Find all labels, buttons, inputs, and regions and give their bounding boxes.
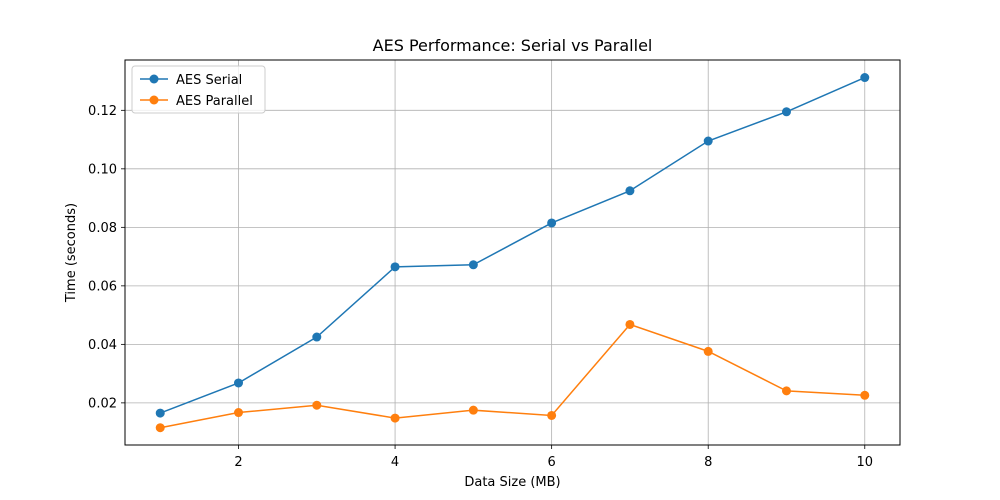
x-axis-label: Data Size (MB) — [464, 475, 560, 490]
plot-frame — [124, 59, 901, 446]
x-tick-label: 10 — [856, 455, 873, 470]
data-point-aes-serial — [390, 262, 400, 272]
y-tick-label: 0.12 — [88, 104, 117, 119]
data-point-aes-parallel — [234, 408, 244, 418]
data-point-aes-parallel — [860, 390, 870, 400]
data-point-aes-serial — [312, 332, 322, 342]
y-tick-label: 0.10 — [88, 162, 117, 177]
y-axis-label: Time (seconds) — [64, 203, 79, 303]
legend-box — [131, 65, 266, 114]
legend-marker-parallel — [149, 95, 159, 105]
chart-title: AES Performance: Serial vs Parallel — [373, 36, 653, 55]
y-tick-label: 0.06 — [88, 279, 117, 294]
x-tick-label: 8 — [704, 455, 712, 470]
data-point-aes-parallel — [781, 386, 791, 396]
data-point-aes-serial — [234, 378, 244, 388]
series-line-aes-parallel — [160, 323, 865, 429]
y-tick-label: 0.02 — [88, 396, 117, 411]
data-point-aes-parallel — [390, 413, 400, 423]
series-layer — [155, 73, 870, 433]
legend: AES Serial AES Parallel — [131, 65, 266, 114]
data-point-aes-serial — [547, 218, 557, 228]
axis-ticks: 2 4 6 8 10 0.02 0.04 0.06 0.08 0.10 0.12 — [88, 104, 873, 470]
data-point-aes-parallel — [468, 405, 478, 415]
series-line-aes-serial — [159, 76, 866, 414]
data-point-aes-parallel — [155, 423, 165, 433]
x-tick-label: 6 — [548, 455, 556, 470]
grid-lines — [125, 60, 900, 445]
data-point-aes-serial — [155, 408, 165, 418]
data-point-aes-parallel — [547, 410, 557, 420]
legend-label-serial: AES Serial — [176, 73, 242, 88]
data-point-aes-parallel — [703, 346, 713, 356]
legend-marker-serial — [149, 74, 159, 84]
data-point-aes-serial — [860, 73, 870, 83]
data-point-aes-parallel — [625, 319, 635, 329]
data-point-aes-parallel — [312, 400, 322, 410]
x-tick-label: 2 — [234, 455, 242, 470]
x-tick-label: 4 — [391, 455, 399, 470]
legend-label-parallel: AES Parallel — [176, 94, 253, 109]
data-point-aes-serial — [468, 260, 478, 270]
data-point-aes-serial — [625, 186, 635, 196]
y-tick-label: 0.08 — [88, 221, 117, 236]
data-point-aes-serial — [781, 107, 791, 117]
data-point-aes-serial — [703, 136, 713, 146]
y-tick-label: 0.04 — [88, 338, 117, 353]
